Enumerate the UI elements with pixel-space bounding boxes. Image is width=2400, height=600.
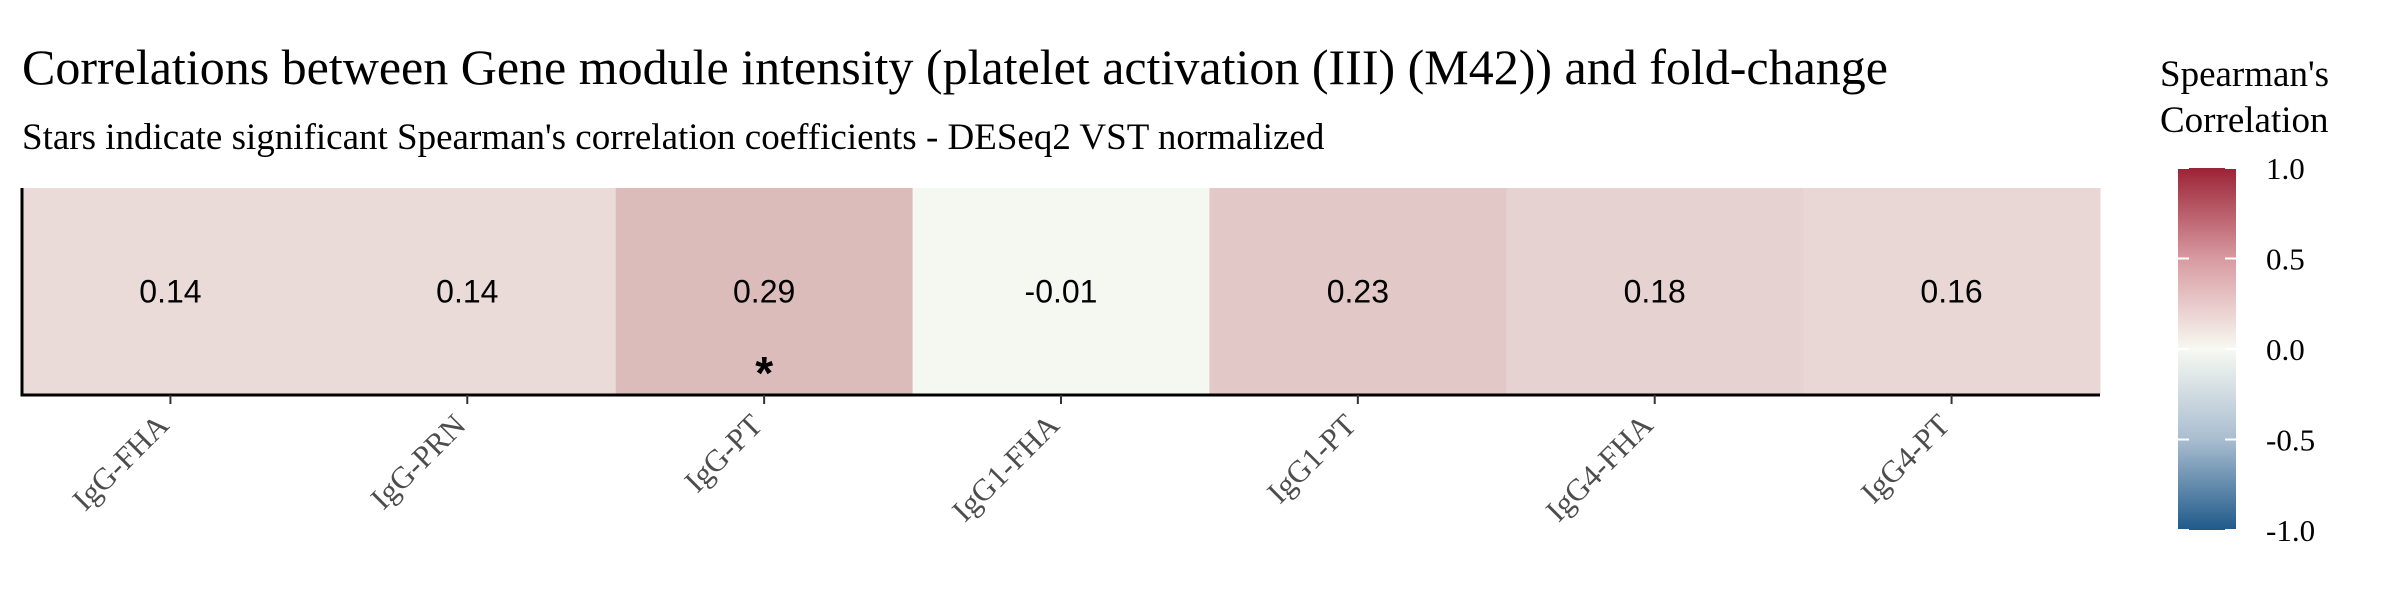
color-legend: 1.0 0.5 0.0 -0.5 -1.0 xyxy=(2178,151,2315,548)
x-tick-label: IgG1-PT xyxy=(1260,407,1363,510)
cell-value-label: 0.23 xyxy=(1327,274,1389,310)
x-tick-label: IgG4-PT xyxy=(1854,407,1957,510)
heatmap-cells: 0.14 0.14 0.29 * -0.01 0.23 0.18 0.16 xyxy=(22,188,2101,399)
x-tick-label: IgG4-FHA xyxy=(1539,407,1660,528)
x-tick-label: IgG-PT xyxy=(677,407,769,499)
cell-value-label: 0.14 xyxy=(436,274,498,310)
cell-value-label: -0.01 xyxy=(1025,274,1098,310)
x-tick-label: IgG-FHA xyxy=(65,407,175,517)
legend-title-line-2: Correlation xyxy=(2160,100,2329,141)
heatmap-cell xyxy=(615,188,914,395)
heatmap-cell xyxy=(1803,188,2101,395)
legend-title-line-1: Spearman's xyxy=(2160,54,2330,95)
legend-tick-label: -1.0 xyxy=(2266,513,2315,548)
significance-star: * xyxy=(755,347,773,399)
legend-title: Spearman's Correlation xyxy=(2160,52,2380,144)
x-tick-label: IgG1-FHA xyxy=(945,407,1066,528)
heatmap-cell xyxy=(1506,188,1804,395)
cell-value-label: 0.29 xyxy=(733,274,795,310)
legend-tick-label: 1.0 xyxy=(2266,151,2305,186)
cell-value-label: 0.16 xyxy=(1920,274,1982,310)
legend-tick-label: 0.5 xyxy=(2266,242,2305,277)
heatmap-cell xyxy=(318,188,617,395)
chart-subtitle: Stars indicate significant Spearman's co… xyxy=(22,117,1325,158)
chart-title: Correlations between Gene module intensi… xyxy=(22,39,1888,95)
heatmap-cell xyxy=(912,188,1210,395)
x-tick-label: IgG-PRN xyxy=(363,407,472,516)
cell-value-label: 0.18 xyxy=(1624,274,1686,310)
heatmap-cell xyxy=(22,188,320,395)
cell-value-label: 0.14 xyxy=(139,274,201,310)
legend-tick-label: 0.0 xyxy=(2266,332,2305,367)
legend-tick-label: -0.5 xyxy=(2266,423,2315,458)
x-axis-ticks: IgG-FHA IgG-PRN IgG-PT IgG1-FHA IgG1-PT IgG4-… xyxy=(65,395,1957,528)
heatmap-cell xyxy=(1209,188,1507,395)
